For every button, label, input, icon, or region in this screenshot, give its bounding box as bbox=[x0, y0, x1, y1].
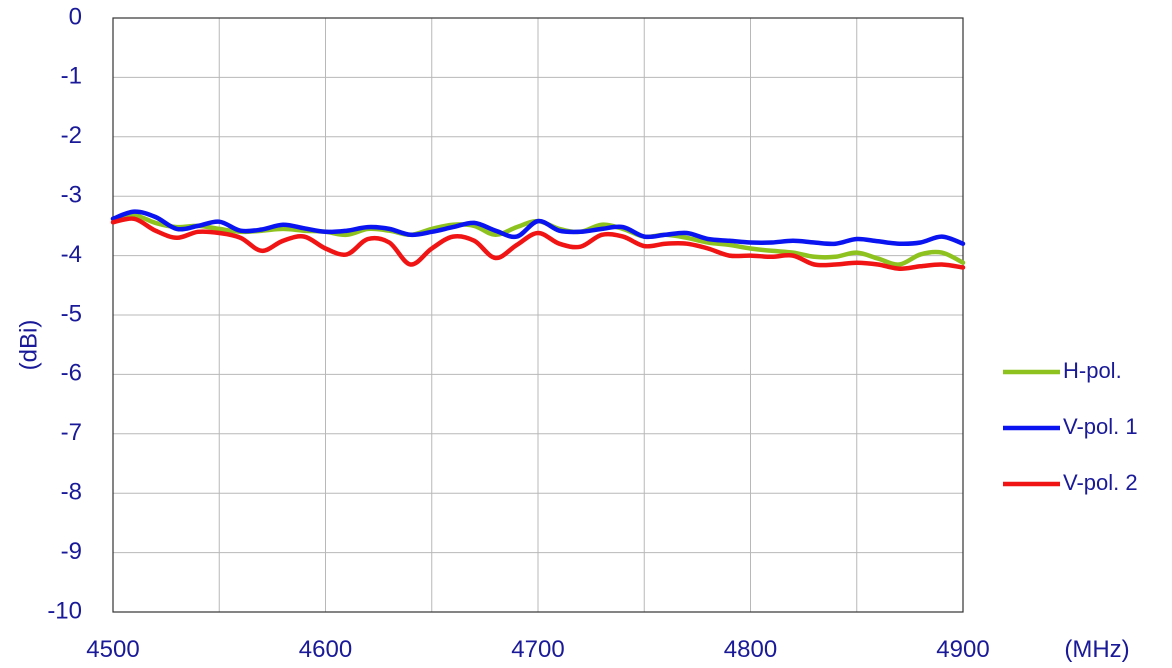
legend-label: V-pol. 1 bbox=[1063, 414, 1138, 439]
y-tick-label: -9 bbox=[61, 538, 82, 565]
x-tick-label: 4900 bbox=[936, 636, 989, 663]
y-tick-label: -6 bbox=[61, 360, 82, 387]
x-tick-label: 4500 bbox=[86, 636, 139, 663]
y-tick-label: -2 bbox=[61, 122, 82, 149]
x-tick-label: 4700 bbox=[511, 636, 564, 663]
plot-area-frame bbox=[112, 17, 964, 613]
legend-label: V-pol. 2 bbox=[1063, 470, 1138, 495]
series-lines bbox=[110, 209, 966, 271]
y-tick-label: 0 bbox=[69, 3, 82, 30]
y-axis-ticks: 0 -1 -2 -3 -4 -5 -6 -7 -8 -9 -10 bbox=[47, 3, 82, 624]
x-tick-label: 4800 bbox=[724, 636, 777, 663]
y-tick-label: -3 bbox=[61, 182, 82, 209]
x-axis-ticks: 4500 4600 4700 4800 4900 bbox=[86, 636, 989, 663]
y-tick-label: -10 bbox=[47, 597, 82, 624]
y-tick-label: -8 bbox=[61, 479, 82, 506]
legend: H-pol. V-pol. 1 V-pol. 2 bbox=[1003, 358, 1138, 495]
x-tick-label: 4600 bbox=[299, 636, 352, 663]
series-line-3 bbox=[110, 216, 966, 271]
y-axis-title: (dBi) bbox=[15, 320, 42, 371]
y-tick-label: -1 bbox=[61, 63, 82, 90]
series-line-2 bbox=[110, 209, 966, 247]
legend-label: H-pol. bbox=[1063, 358, 1122, 383]
x-axis-title: (MHz) bbox=[1064, 636, 1129, 663]
grid bbox=[112, 17, 964, 613]
y-tick-label: -7 bbox=[61, 419, 82, 446]
y-tick-label: -4 bbox=[61, 241, 82, 268]
y-tick-label: -5 bbox=[61, 300, 82, 327]
